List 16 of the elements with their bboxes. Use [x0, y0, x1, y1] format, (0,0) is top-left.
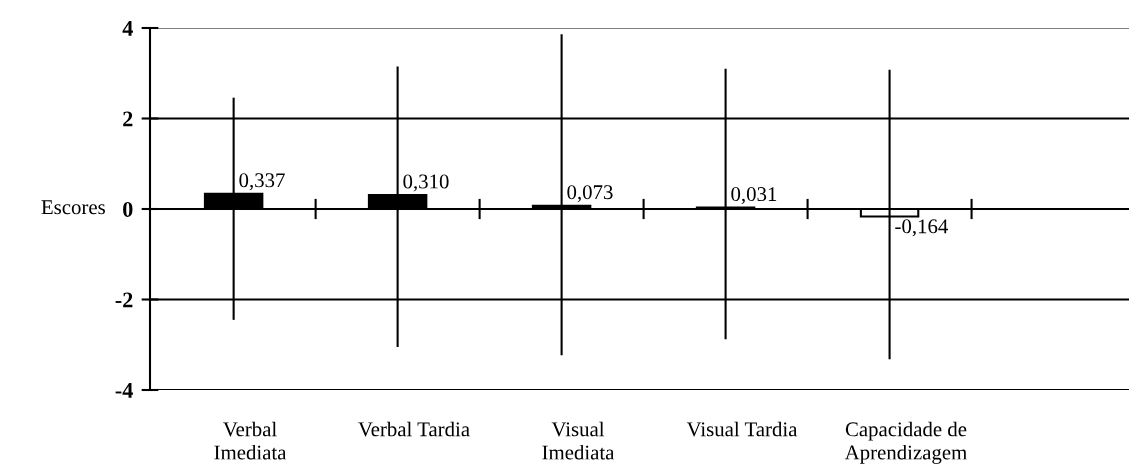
x-tick-label: Verbal Imediata: [214, 421, 287, 460]
y-tick-label: 4: [122, 21, 133, 36]
data-label: 0,310: [403, 174, 449, 192]
y-tick-label: -4: [115, 383, 133, 398]
x-tick-label: Visual Tardia: [686, 421, 798, 437]
x-tick-label: Verbal Tardia: [358, 421, 470, 437]
data-label: 0,337: [239, 173, 285, 191]
y-tick-label: 0: [123, 201, 133, 217]
x-tick-label: Capacidade de Aprendizagem: [844, 421, 967, 464]
y-tick-label: 2: [123, 111, 133, 127]
y-axis-title: Escores: [41, 200, 105, 215]
data-label: 0,073: [567, 185, 613, 203]
data-label: -0,164: [895, 219, 948, 237]
y-tick-label: -2: [115, 292, 133, 308]
data-label: 0,031: [731, 187, 777, 205]
x-tick-label: Visual Imediata: [542, 421, 615, 460]
